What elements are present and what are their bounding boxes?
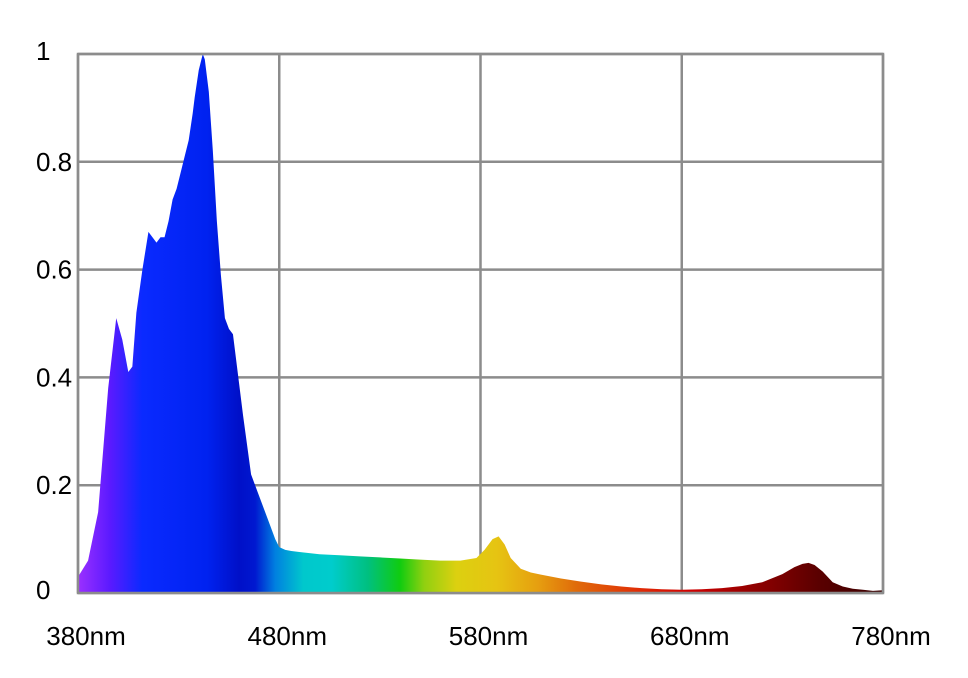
x-tick-label: 580nm: [449, 621, 529, 651]
spectrum-area: [78, 54, 883, 593]
x-tick-label: 480nm: [248, 621, 328, 651]
x-tick-label: 680nm: [650, 621, 730, 651]
y-tick-label: 1: [36, 36, 50, 66]
plot-border: [76, 52, 885, 595]
x-tick-label: 380nm: [46, 621, 126, 651]
x-tick-label: 780nm: [851, 621, 931, 651]
y-axis-tick-labels: 0 0.2 0.4 0.6 0.8 1: [36, 36, 72, 605]
y-tick-label: 0.8: [36, 147, 72, 177]
y-tick-label: 0.2: [36, 470, 72, 500]
x-axis-tick-labels: 380nm 480nm 580nm 680nm 780nm: [46, 621, 931, 651]
y-tick-label: 0: [36, 575, 50, 605]
y-tick-label: 0.4: [36, 362, 72, 392]
y-tick-label: 0.6: [36, 255, 72, 285]
